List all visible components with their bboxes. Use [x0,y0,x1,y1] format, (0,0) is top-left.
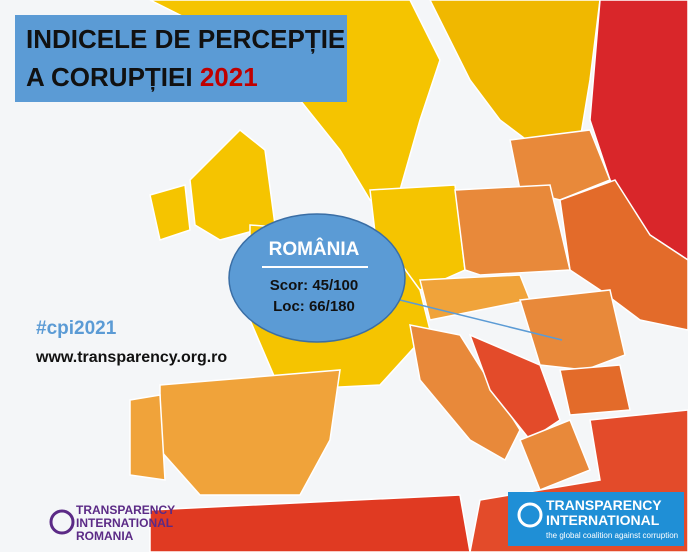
ireland [149,184,191,241]
logo-right-icon [517,502,543,528]
callout-pointer [399,299,563,341]
baltics [509,129,611,201]
logo-right-box [508,492,684,546]
callout [228,213,406,343]
title-line2: A CORUPȚIEI 2021 [26,62,258,92]
logo-left-line3: ROMANIA [76,529,134,543]
ukraine [559,179,688,331]
poland [454,184,571,276]
title-line1: INDICELE DE PERCEPȚIE [26,24,345,54]
portugal [129,394,166,481]
score-label: Scor: [270,277,308,294]
rank-label: Loc: [273,298,305,315]
callout-score: Scor: 45/100 [270,277,358,294]
logo-left-line1: TRANSPARENCY [76,503,175,517]
greece [519,419,591,491]
romania [519,289,626,371]
rank-value: 66/180 [309,298,355,315]
title-box [15,15,347,102]
website: www.transparency.org.ro [35,349,227,366]
title-year: 2021 [200,62,258,92]
hashtag: #cpi2021 [36,318,117,339]
logo-right-tagline: the global coalition against corruption [546,531,678,540]
bulgaria [559,364,631,416]
logo-left-icon [49,509,75,535]
score-value: 45/100 [312,277,358,294]
logo-right-line2: INTERNATIONAL [546,512,660,528]
logo-right-line1: TRANSPARENCY [546,497,662,513]
callout-rank: Loc: 66/180 [273,298,355,315]
logo-left-line2: INTERNATIONAL [76,516,173,530]
callout-country: ROMÂNIA [269,238,360,260]
title-line2-text: A CORUPȚIEI [26,62,193,92]
italy [409,324,521,462]
